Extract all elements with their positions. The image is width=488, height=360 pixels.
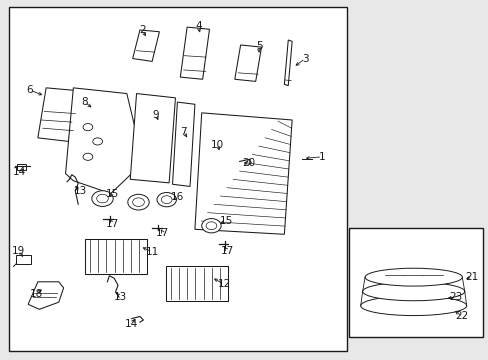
Text: 4: 4	[195, 21, 201, 31]
Text: 7: 7	[180, 127, 186, 137]
Text: 17: 17	[156, 228, 169, 238]
Text: 19: 19	[12, 246, 25, 256]
Polygon shape	[234, 45, 261, 81]
Text: 8: 8	[81, 97, 88, 107]
Text: 10: 10	[211, 140, 224, 150]
Text: 11: 11	[145, 247, 159, 257]
Text: 15: 15	[219, 216, 232, 226]
Text: 17: 17	[221, 246, 234, 256]
Circle shape	[201, 219, 221, 233]
Ellipse shape	[365, 268, 461, 286]
Bar	[17, 163, 26, 170]
Text: 6: 6	[26, 85, 33, 95]
Circle shape	[93, 138, 102, 145]
Text: 1: 1	[318, 152, 325, 162]
Bar	[9, 7, 346, 351]
Text: 13: 13	[73, 186, 86, 197]
Polygon shape	[180, 27, 209, 79]
Text: 15: 15	[105, 189, 119, 199]
Circle shape	[83, 153, 93, 160]
Circle shape	[132, 198, 144, 206]
Text: 2: 2	[139, 25, 145, 35]
Polygon shape	[65, 88, 136, 194]
Circle shape	[97, 194, 108, 203]
Polygon shape	[195, 113, 291, 234]
Text: 16: 16	[170, 192, 183, 202]
Polygon shape	[172, 102, 195, 186]
Text: 9: 9	[152, 110, 159, 120]
Text: 14: 14	[125, 319, 138, 329]
Text: 14: 14	[13, 167, 26, 177]
Text: 22: 22	[455, 311, 468, 321]
Ellipse shape	[360, 296, 466, 316]
Bar	[16, 255, 30, 264]
Text: 17: 17	[105, 219, 119, 229]
Text: 20: 20	[242, 158, 254, 168]
Polygon shape	[28, 282, 63, 309]
Circle shape	[83, 123, 93, 131]
Circle shape	[157, 193, 176, 207]
Circle shape	[161, 196, 172, 203]
Text: 12: 12	[217, 279, 230, 289]
Text: 3: 3	[302, 54, 308, 64]
Bar	[348, 228, 482, 337]
Polygon shape	[38, 88, 78, 141]
Text: 23: 23	[448, 292, 462, 302]
Bar	[165, 266, 227, 301]
Polygon shape	[132, 30, 159, 62]
Bar	[85, 239, 147, 274]
Text: 5: 5	[255, 41, 262, 51]
Circle shape	[92, 191, 113, 206]
Text: 21: 21	[465, 272, 478, 282]
Text: 13: 13	[114, 292, 127, 302]
Ellipse shape	[362, 282, 464, 301]
Polygon shape	[284, 40, 291, 86]
Text: 18: 18	[30, 289, 43, 298]
Polygon shape	[130, 94, 175, 183]
Circle shape	[205, 222, 216, 230]
Circle shape	[127, 194, 149, 210]
